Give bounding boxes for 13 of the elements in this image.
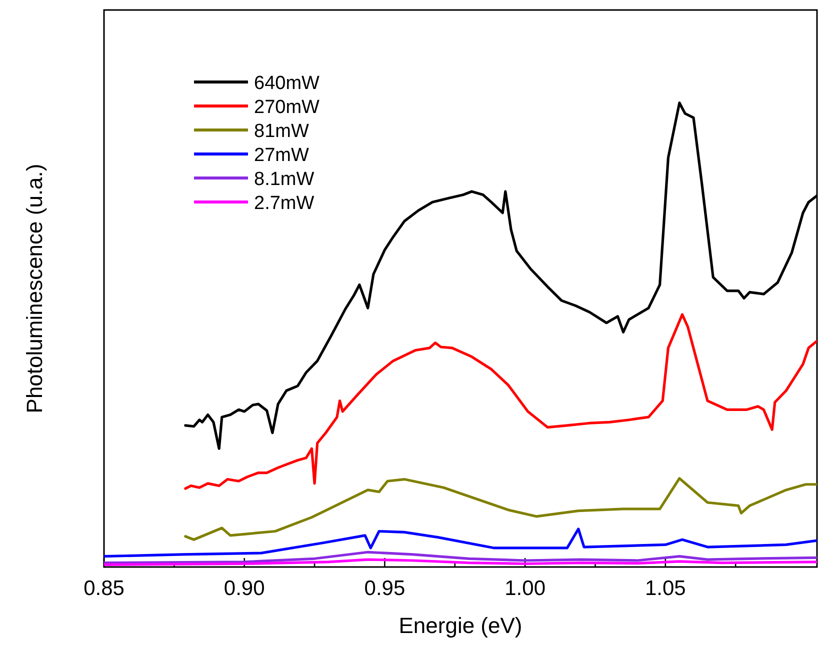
legend-label: 640mW: [254, 73, 320, 94]
legend-label: 27mW: [254, 145, 309, 166]
legend-label: 2.7mW: [254, 193, 314, 214]
x-tick-label: 0.85: [84, 577, 124, 600]
legend-label: 81mW: [254, 121, 309, 142]
x-tick-label: 0.95: [364, 577, 406, 600]
legend-label: 8.1mW: [254, 169, 314, 190]
text: 1.00: [504, 577, 546, 600]
text: 0.90: [224, 577, 265, 600]
x-tick-label: 1.05: [644, 577, 686, 600]
y-axis-title: Photoluminescence (u.a.): [22, 164, 47, 414]
legend-label: 270mW: [254, 97, 320, 118]
x-axis-title: Energie (eV): [398, 613, 522, 638]
